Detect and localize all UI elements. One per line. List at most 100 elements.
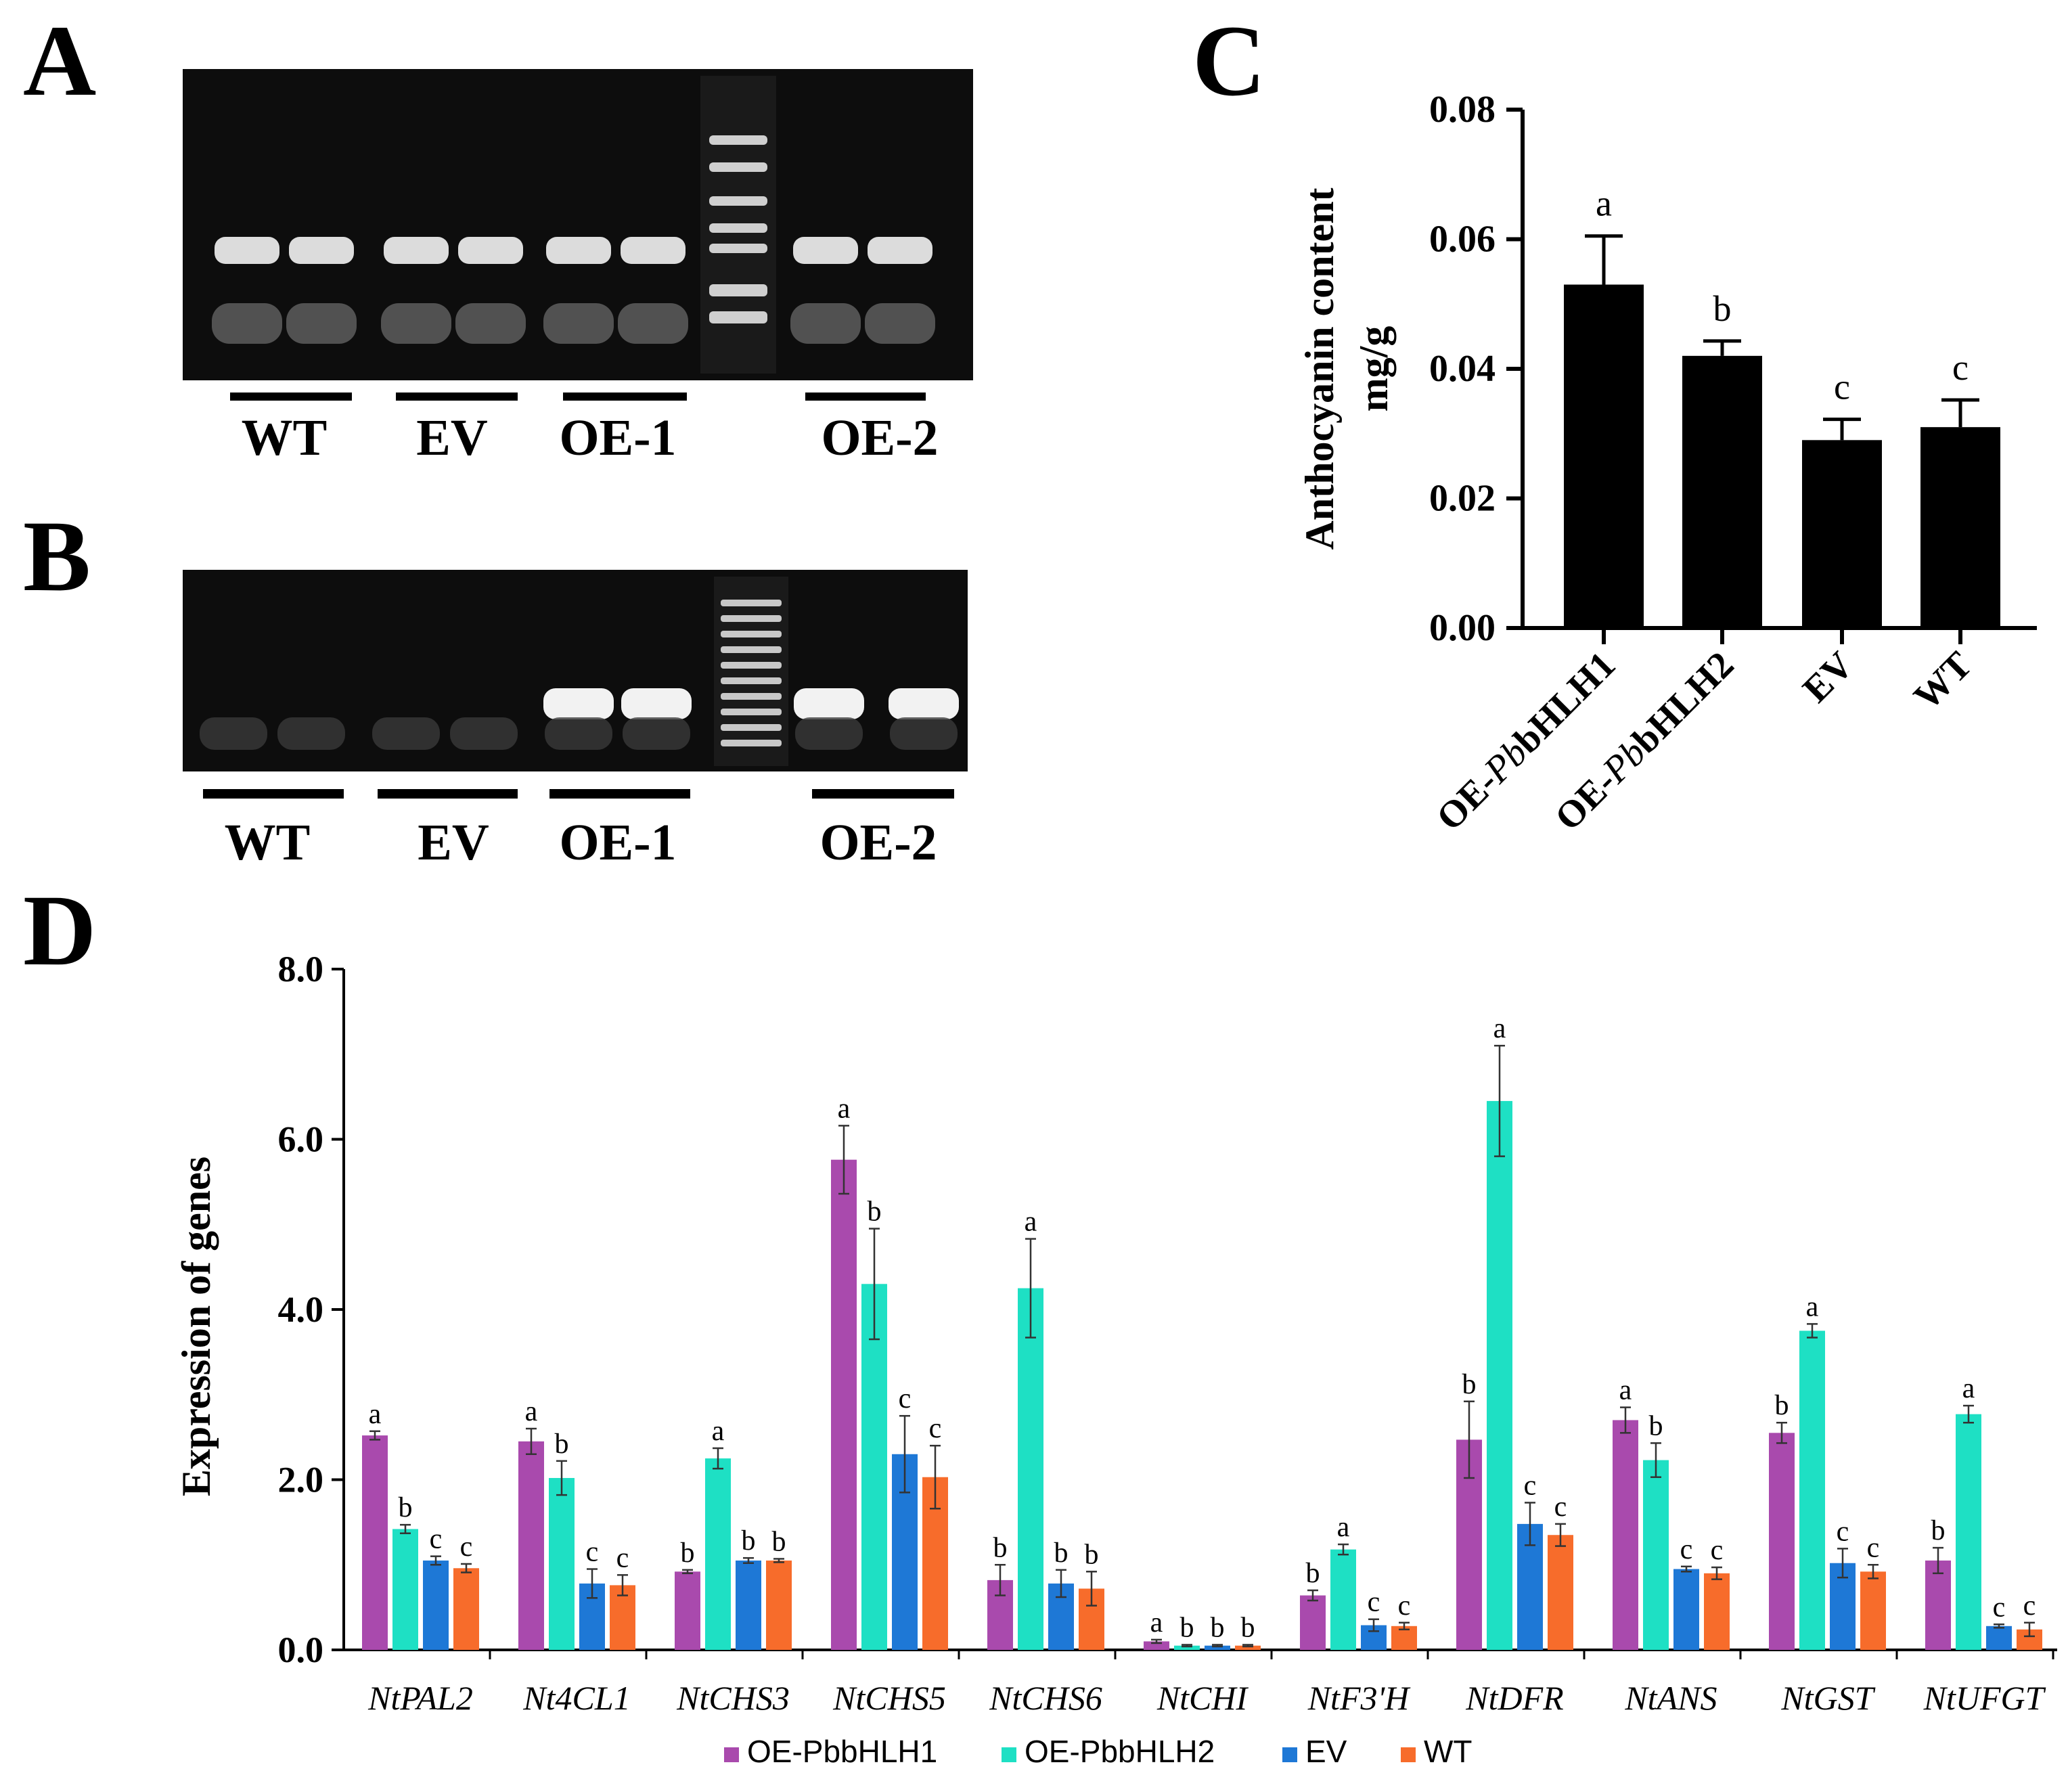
x-tick-label: NtPAL2 — [367, 1679, 473, 1717]
bar — [362, 1435, 388, 1650]
legend: OE-PbbHLH1 OE-PbbHLH2 EV WT — [724, 1734, 1473, 1769]
bar — [1018, 1288, 1043, 1650]
significance-letter: b — [1180, 1612, 1194, 1643]
primer-dimer-band — [212, 303, 282, 344]
x-tick-label: NtUFGT — [1923, 1679, 2046, 1717]
primer-dimer-band — [200, 717, 267, 750]
significance-letter: c — [1711, 1535, 1724, 1566]
significance-letter: a — [1806, 1291, 1819, 1322]
y-tick-label: 0.08 — [1429, 89, 1496, 131]
significance-letter: c — [1952, 347, 1969, 388]
gel-band — [621, 237, 685, 264]
primer-dimer-band — [286, 303, 357, 344]
significance-letter: b — [1241, 1612, 1255, 1643]
gel-band — [384, 237, 449, 264]
ladder-band — [709, 135, 767, 145]
significance-letter: b — [1931, 1515, 1946, 1546]
bar — [736, 1560, 761, 1650]
bar — [1802, 440, 1882, 628]
ladder-band — [721, 724, 782, 731]
ladder-band — [721, 600, 782, 606]
significance-letter: a — [1619, 1375, 1632, 1406]
primer-dimer-band — [277, 717, 345, 750]
significance-letter: b — [1713, 288, 1732, 329]
legend-label: OE-PbbHLH1 — [747, 1734, 937, 1769]
gel-image-b: WT EV OE-1 OE-2 — [183, 570, 968, 871]
x-tick-label: NtCHS5 — [832, 1679, 946, 1717]
y-tick-label: 4.0 — [278, 1289, 324, 1330]
significance-letter: b — [1085, 1539, 1099, 1570]
primer-dimer-band — [381, 303, 451, 344]
x-tick-label: NtCHI — [1156, 1679, 1249, 1717]
legend-label: WT — [1424, 1734, 1473, 1769]
ladder-band — [709, 162, 767, 172]
y-tick-label: 0.02 — [1429, 478, 1496, 520]
gel-band — [289, 237, 354, 264]
bar — [1300, 1595, 1326, 1650]
bar — [1330, 1549, 1356, 1650]
bar — [766, 1560, 792, 1650]
bar — [549, 1477, 575, 1650]
y-tick-label: 0.04 — [1429, 348, 1496, 390]
x-tick-label: EV — [1795, 644, 1862, 711]
primer-dimer-band — [455, 303, 526, 344]
lane-label: OE-2 — [819, 814, 937, 871]
significance-letter: b — [399, 1492, 413, 1523]
lane-group-bar — [549, 789, 690, 799]
significance-letter: c — [1680, 1534, 1693, 1565]
bar — [1682, 355, 1762, 628]
significance-letter: c — [1368, 1587, 1380, 1618]
significance-letter: c — [1867, 1532, 1880, 1563]
x-tick-label: WT — [1906, 644, 1980, 718]
panel-label-c: C — [1192, 5, 1265, 117]
panel-label-b: B — [23, 500, 91, 612]
ladder-band — [721, 709, 782, 715]
gel-band — [621, 688, 692, 719]
gel-band — [868, 237, 932, 264]
bar — [1564, 284, 1644, 628]
y-tick-label: 8.0 — [278, 949, 324, 989]
lane-label: OE-1 — [559, 814, 676, 871]
bar — [675, 1571, 700, 1650]
bar — [1860, 1571, 1886, 1650]
ladder-band — [709, 244, 767, 253]
lane-label: EV — [416, 409, 488, 466]
bar — [1487, 1100, 1512, 1650]
primer-dimer-band — [450, 717, 518, 750]
x-tick-label: NtCHS3 — [676, 1679, 790, 1717]
lane-label: OE-2 — [821, 409, 938, 466]
legend-swatch — [1002, 1747, 1016, 1762]
bar — [1643, 1460, 1669, 1650]
primer-dimer-band — [543, 303, 614, 344]
significance-letter: a — [525, 1396, 538, 1427]
significance-letter: a — [838, 1093, 851, 1124]
bar — [392, 1529, 418, 1650]
significance-letter: b — [1054, 1538, 1069, 1569]
lane-group-bar — [230, 393, 352, 401]
legend-label: OE-PbbHLH2 — [1025, 1734, 1215, 1769]
significance-letter: c — [1554, 1492, 1567, 1523]
ladder-band — [709, 223, 767, 233]
y-tick-label: 0.06 — [1429, 219, 1496, 261]
y-tick-label: 0.0 — [278, 1630, 324, 1670]
gel-band — [794, 688, 864, 719]
x-tick-label: NtCHS6 — [989, 1679, 1102, 1717]
ladder-band — [721, 646, 782, 653]
bar — [1205, 1645, 1230, 1650]
significance-letter: a — [1962, 1373, 1975, 1404]
significance-letter: b — [1211, 1612, 1225, 1643]
y-tick-label: 6.0 — [278, 1119, 324, 1160]
x-tick-label: NtDFR — [1465, 1679, 1563, 1717]
lane-group-bar — [378, 789, 518, 799]
significance-letter: c — [1524, 1470, 1537, 1501]
y-tick-label: 2.0 — [278, 1460, 324, 1500]
y-axis-unit: mg/g — [1351, 326, 1396, 412]
ladder-band — [709, 311, 767, 323]
primer-dimer-band — [890, 717, 958, 750]
gel-band — [215, 237, 279, 264]
significance-letter: b — [681, 1538, 695, 1569]
ladder-band — [721, 740, 782, 746]
significance-letter: c — [899, 1383, 912, 1414]
